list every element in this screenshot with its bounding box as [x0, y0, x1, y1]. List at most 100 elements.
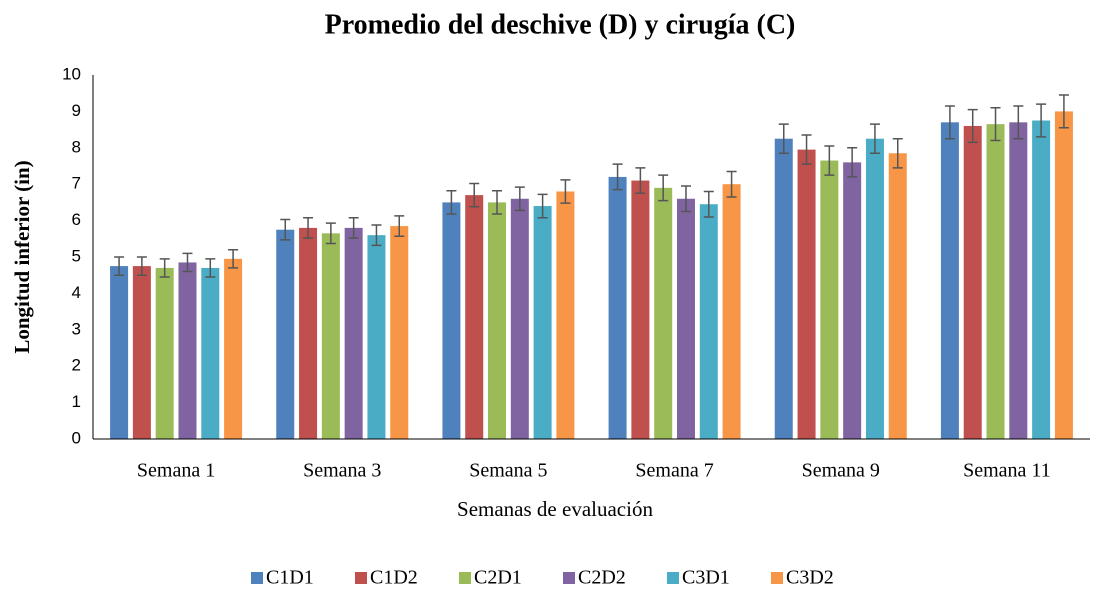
legend-label: C3D1	[682, 567, 730, 589]
bar	[276, 229, 295, 439]
bar	[178, 262, 197, 439]
error-bar	[303, 216, 314, 239]
bar	[390, 226, 409, 439]
x-tick-label: Semana 5	[469, 460, 547, 482]
error-bar	[703, 190, 714, 218]
legend-label: C1D2	[370, 567, 418, 589]
x-tick-label: Semana 1	[137, 460, 215, 482]
y-axis-label: Longitud inferior (in)	[10, 160, 34, 353]
legend-label: C2D2	[578, 567, 626, 589]
error-bar	[680, 185, 691, 213]
bar	[321, 233, 340, 439]
error-bar	[348, 216, 359, 239]
bar	[533, 206, 552, 439]
error-bar	[990, 107, 1001, 142]
x-tick-label: Semana 11	[963, 460, 1051, 482]
y-tick-label: 1	[72, 392, 81, 411]
bar	[797, 149, 816, 439]
legend-label: C1D1	[266, 567, 314, 589]
error-bar	[514, 186, 525, 212]
error-bar	[1013, 105, 1024, 140]
bar	[488, 202, 507, 439]
bar	[820, 160, 839, 440]
error-bar	[325, 222, 336, 245]
error-bar	[114, 256, 125, 276]
bar	[155, 267, 174, 439]
error-bar	[658, 174, 669, 202]
y-tick-label: 8	[72, 137, 81, 156]
bar	[676, 198, 695, 439]
bar	[963, 125, 982, 440]
bar	[722, 184, 741, 439]
y-tick-label: 9	[72, 101, 81, 120]
bar	[843, 162, 862, 440]
legend-swatch	[771, 572, 783, 584]
bar	[465, 195, 484, 439]
legend-swatch	[355, 572, 367, 584]
y-tick-label: 7	[72, 174, 81, 193]
bar	[699, 204, 718, 439]
y-tick-label: 5	[72, 246, 81, 265]
bar	[1009, 122, 1028, 439]
bar	[299, 227, 318, 439]
bar	[1032, 120, 1051, 439]
error-bar	[967, 108, 978, 144]
error-bar	[892, 137, 903, 169]
y-tick-label: 10	[62, 64, 81, 83]
legend-label: C3D2	[786, 567, 834, 589]
y-tick-label: 2	[72, 356, 81, 375]
bar	[556, 191, 575, 439]
legend-swatch	[251, 572, 263, 584]
error-bar	[1036, 103, 1047, 138]
error-bar	[726, 170, 737, 198]
y-tick-label: 6	[72, 210, 81, 229]
bar	[132, 266, 151, 439]
error-bar	[159, 258, 170, 278]
bar	[510, 198, 529, 439]
error-bar	[537, 193, 548, 219]
error-bar	[205, 258, 216, 278]
chart-title: Promedio del deschive (D) y cirugía (C)	[325, 9, 796, 40]
error-bar	[612, 163, 623, 191]
y-tick-label: 4	[72, 283, 81, 302]
legend-swatch	[459, 572, 471, 584]
error-bar	[824, 145, 835, 176]
x-axis-label: Semanas de evaluación	[457, 497, 653, 521]
x-tick-label: Semana 3	[303, 460, 381, 482]
bar	[888, 153, 907, 439]
error-bar	[560, 179, 571, 204]
error-bar	[492, 190, 503, 215]
bar	[940, 122, 959, 439]
bar	[224, 258, 243, 439]
error-bar	[869, 123, 880, 155]
bar	[865, 138, 884, 439]
bar	[654, 187, 673, 439]
error-bar	[280, 218, 291, 241]
y-tick-label: 0	[72, 428, 81, 447]
bar	[344, 227, 363, 439]
x-tick-label: Semana 9	[802, 460, 880, 482]
bar	[110, 266, 129, 439]
error-bar	[136, 256, 147, 276]
bar	[631, 180, 650, 439]
error-bar	[469, 182, 480, 208]
error-bar	[1058, 94, 1069, 129]
error-bar	[371, 224, 382, 247]
x-tick-label: Semana 7	[635, 460, 713, 482]
bar	[201, 267, 220, 439]
bar	[367, 235, 386, 439]
y-tick-label: 3	[72, 319, 81, 338]
legend-label: C2D1	[474, 567, 522, 589]
bar	[442, 202, 461, 439]
error-bar	[446, 190, 457, 215]
bar	[608, 176, 627, 440]
bar	[986, 124, 1005, 439]
bar	[774, 138, 793, 439]
error-bar	[635, 167, 646, 195]
error-bar	[778, 123, 789, 155]
error-bar	[182, 252, 193, 273]
error-bar	[394, 215, 405, 238]
legend-swatch	[667, 572, 679, 584]
bar	[1054, 111, 1073, 440]
